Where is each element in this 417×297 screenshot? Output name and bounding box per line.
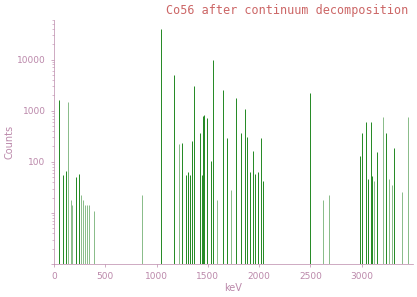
X-axis label: keV: keV — [224, 283, 242, 293]
Title: Co56 after continuum decomposition: Co56 after continuum decomposition — [166, 4, 408, 17]
Y-axis label: Counts: Counts — [4, 125, 14, 159]
